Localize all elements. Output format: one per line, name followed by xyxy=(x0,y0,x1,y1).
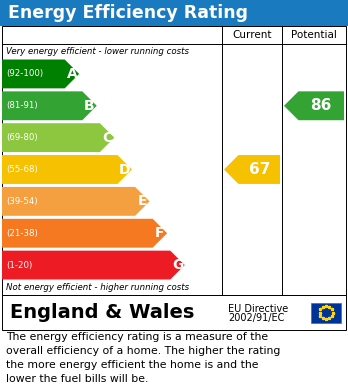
Text: F: F xyxy=(155,226,165,240)
Text: C: C xyxy=(102,131,112,145)
Polygon shape xyxy=(2,187,150,216)
Text: (55-68): (55-68) xyxy=(6,165,38,174)
Text: (81-91): (81-91) xyxy=(6,101,38,110)
Text: Energy Efficiency Rating: Energy Efficiency Rating xyxy=(8,4,248,22)
Text: Not energy efficient - higher running costs: Not energy efficient - higher running co… xyxy=(6,283,189,292)
Bar xyxy=(2,26,346,295)
Text: Current: Current xyxy=(232,30,272,40)
Polygon shape xyxy=(2,59,79,88)
Text: (1-20): (1-20) xyxy=(6,260,32,269)
Bar xyxy=(311,303,341,323)
Polygon shape xyxy=(2,251,185,280)
Text: G: G xyxy=(172,258,183,272)
Polygon shape xyxy=(2,123,114,152)
Text: England & Wales: England & Wales xyxy=(10,303,195,322)
Text: B: B xyxy=(84,99,95,113)
Polygon shape xyxy=(2,91,97,120)
Bar xyxy=(0,0,348,26)
Text: 67: 67 xyxy=(248,162,270,177)
Text: (92-100): (92-100) xyxy=(6,70,43,79)
Text: 2002/91/EC: 2002/91/EC xyxy=(228,312,284,323)
Text: A: A xyxy=(66,67,77,81)
Text: Very energy efficient - lower running costs: Very energy efficient - lower running co… xyxy=(6,47,189,56)
Text: D: D xyxy=(119,163,130,176)
Text: E: E xyxy=(137,194,147,208)
Polygon shape xyxy=(2,155,132,184)
Text: EU Directive: EU Directive xyxy=(228,303,288,314)
Text: Potential: Potential xyxy=(291,30,337,40)
Text: (21-38): (21-38) xyxy=(6,229,38,238)
Text: (69-80): (69-80) xyxy=(6,133,38,142)
Polygon shape xyxy=(284,91,344,120)
Text: (39-54): (39-54) xyxy=(6,197,38,206)
Polygon shape xyxy=(2,219,167,248)
Text: The energy efficiency rating is a measure of the
overall efficiency of a home. T: The energy efficiency rating is a measur… xyxy=(6,332,280,384)
Text: 86: 86 xyxy=(310,98,332,113)
Polygon shape xyxy=(224,155,280,184)
Bar xyxy=(2,295,346,330)
